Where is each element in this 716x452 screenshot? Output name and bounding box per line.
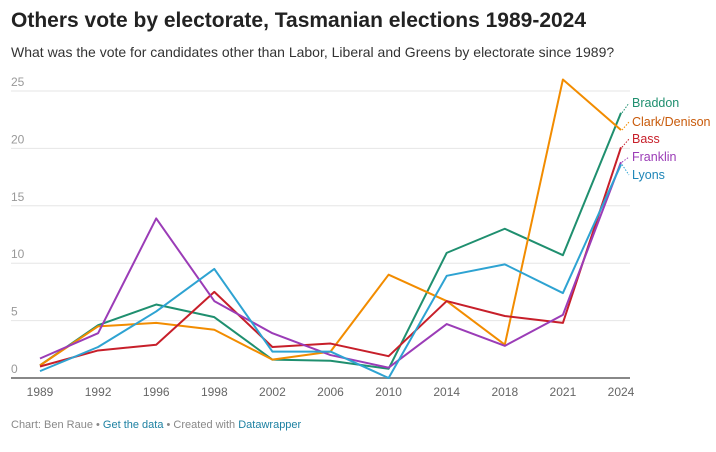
x-tick-label: 2014 xyxy=(433,385,460,399)
label-connector xyxy=(621,156,630,163)
series-label: Lyons xyxy=(632,168,665,182)
x-tick-label: 2018 xyxy=(491,385,518,399)
chart-title: Others vote by electorate, Tasmanian ele… xyxy=(11,9,587,32)
x-tick-label: 1992 xyxy=(85,385,112,399)
footer: Chart: Ben Raue • Get the data • Created… xyxy=(11,419,301,431)
series-line-braddon xyxy=(39,112,622,370)
created-with: Created with xyxy=(173,419,239,431)
x-tick-label: 2002 xyxy=(259,385,286,399)
label-connector xyxy=(621,138,630,148)
series-label: Franklin xyxy=(632,150,677,164)
x-tick-label: 1989 xyxy=(27,385,54,399)
series-line-lyons xyxy=(39,164,622,379)
credit: Chart: Ben Raue xyxy=(11,419,93,431)
separator: • xyxy=(163,419,174,431)
y-tick-label: 15 xyxy=(11,190,25,204)
x-tick-label: 2021 xyxy=(550,385,577,399)
separator: • xyxy=(92,419,103,431)
series-label: Braddon xyxy=(632,96,679,110)
x-tick-label: 2006 xyxy=(317,385,344,399)
y-tick-label: 5 xyxy=(11,305,18,319)
series-label: Clark/Denison xyxy=(632,115,711,129)
x-tick-label: 2024 xyxy=(608,385,635,399)
y-tick-label: 10 xyxy=(11,247,25,261)
y-tick-label: 0 xyxy=(11,362,18,376)
y-tick-label: 20 xyxy=(11,132,25,146)
x-tick-label: 1996 xyxy=(143,385,170,399)
label-connector xyxy=(621,102,630,114)
x-tick-label: 2010 xyxy=(375,385,402,399)
series-line-franklin xyxy=(39,161,622,369)
series-line-bass xyxy=(39,146,622,368)
label-connector xyxy=(621,164,630,176)
series-label: Bass xyxy=(632,132,660,146)
chart-subtitle: What was the vote for candidates other t… xyxy=(11,44,615,60)
series-line-clark-denison xyxy=(39,78,622,367)
y-tick-label: 25 xyxy=(11,75,25,89)
label-connector xyxy=(621,121,630,131)
x-tick-label: 1998 xyxy=(201,385,228,399)
get-data-link[interactable]: Get the data xyxy=(102,419,164,431)
datawrapper-link[interactable]: Datawrapper xyxy=(238,419,302,431)
